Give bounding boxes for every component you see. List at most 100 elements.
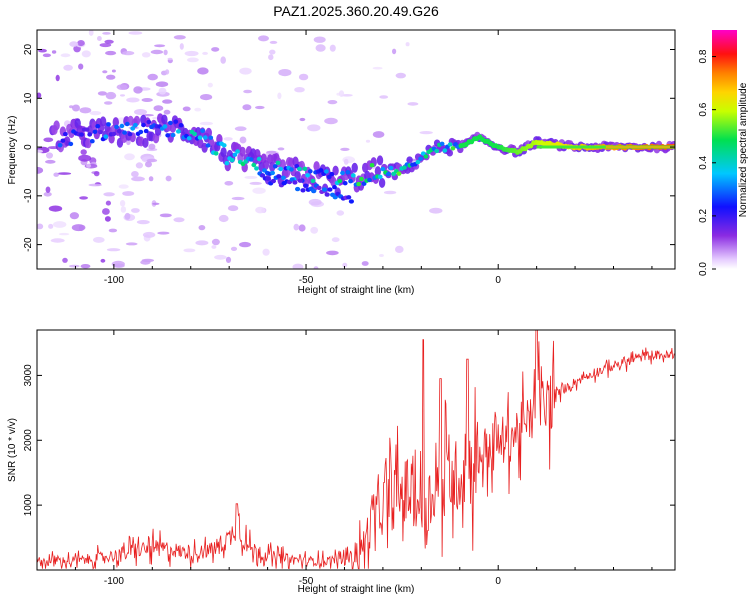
spectrogram-ylabel: Frequency (Hz) (7, 116, 18, 185)
spectrogram-noise-blob (211, 245, 217, 249)
spectrogram-branch-blob (324, 192, 330, 197)
spectrogram-noise-blob (225, 256, 232, 263)
spectrogram-noise-blob (71, 224, 86, 232)
spectrogram-noise-blob (77, 40, 85, 47)
spectrogram-noise-blob (326, 250, 339, 256)
spectrogram-noise-blob (140, 260, 151, 265)
spectrogram-ridge-core (68, 141, 74, 147)
spectrogram-x-ticks: -100 -50 0 (36, 30, 653, 286)
spectrogram-ridge-halo (374, 166, 382, 177)
spectrogram-noise-blob (37, 149, 43, 154)
spectrogram-ridge-core (127, 131, 133, 137)
spectrogram-noise-blob (147, 73, 158, 81)
spectrogram-noise-blob (365, 139, 371, 143)
spectrogram-branch-blob (276, 174, 282, 179)
spectrogram-branch-blob (311, 188, 317, 194)
spectrogram-ridge-core (324, 169, 329, 174)
spectrogram-ridge-core (122, 130, 127, 135)
snr-xlabel: Height of straight line (km) (298, 584, 415, 595)
spectrogram-noise-blob (340, 147, 350, 151)
spectrogram-noise-blob (104, 39, 114, 44)
spectrogram-noise-blob (218, 214, 229, 223)
spectrogram-noise-blob (372, 131, 385, 138)
spectrogram-ridge-core (205, 143, 211, 148)
chart-title: PAZ1.2025.360.20.49.G26 (273, 3, 439, 19)
spectrogram-noise-blob (200, 94, 213, 101)
spectrogram-noise-blob (111, 69, 116, 73)
spectrogram-noise-blob (116, 84, 128, 90)
spectrogram-ridge-core (281, 175, 286, 180)
spectrogram-branch-blob (303, 183, 309, 188)
spectrogram-ridge-core (302, 166, 308, 171)
spectrogram-noise-blob (310, 226, 319, 234)
y-tick-label: -10 (23, 188, 34, 203)
spectrogram-noise-blob (255, 206, 266, 214)
spectrogram-ridge-core (318, 168, 324, 173)
spectrogram-noise-blob (243, 89, 253, 94)
spectrogram-ridge-core (111, 131, 117, 137)
spectrogram-ridge-core (95, 124, 101, 129)
spectrogram-noise-blob (336, 210, 345, 216)
spectrogram-branch-blob (297, 178, 303, 183)
spectrogram-ridge-core (63, 131, 68, 137)
spectrogram-ridge-core (57, 143, 63, 148)
colorbar-tick-label: 0.8 (698, 49, 709, 63)
spectrogram-noise-blob (37, 92, 42, 99)
spectrogram-noise-blob (152, 202, 160, 205)
spectrogram-noise-blob (106, 248, 121, 252)
spectrogram-ridge-halo (262, 160, 270, 170)
spectrogram-ridge-core (439, 141, 445, 146)
colorbar-tick-label: 0.0 (698, 262, 709, 276)
spectrogram-noise-blob (299, 117, 306, 122)
spectrogram-noise-blob (159, 213, 172, 218)
spectrogram-noise-blob (79, 196, 88, 200)
spectrogram-ridge-core (87, 132, 93, 137)
spectrogram-noise-blob (142, 231, 156, 238)
spectrogram-ridge-core (248, 157, 254, 162)
spectrogram-noise-blob (227, 205, 239, 212)
spectrogram-noise-blob (124, 153, 135, 161)
spectrogram-ridge-core (103, 134, 109, 139)
spectrogram-noise-blob (146, 158, 158, 163)
spectrogram-noise-blob (392, 48, 397, 55)
colorbar-gradient (712, 30, 737, 269)
spectrogram-ridge-halo (53, 120, 60, 131)
spectrogram-noise-blob (102, 70, 108, 74)
spectrogram-noise-blob (313, 36, 326, 43)
spectrogram-branch-blob (265, 176, 271, 181)
spectrogram-noise-blob (104, 101, 113, 105)
spectrogram-noise-blob (125, 242, 138, 246)
spectrogram-noise-blob (60, 53, 71, 58)
spectrogram-ridge-core (402, 165, 407, 170)
spectrogram-ridge-core (272, 164, 278, 169)
spectrogram-noise-blob (80, 149, 87, 155)
x-tick-label: 0 (495, 275, 501, 286)
spectrogram-noise-blob (277, 147, 285, 151)
spectrogram-ridge-core (310, 178, 316, 184)
spectrogram-noise-blob (48, 223, 54, 229)
spectrogram-ridge-core (289, 167, 294, 172)
x-tick-label: -50 (299, 576, 314, 587)
spectrogram-noise-blob (249, 181, 262, 185)
spectrogram-noise-blob (165, 69, 170, 75)
spectrogram-noise-blob (162, 99, 173, 104)
spectrogram-ridge-core (138, 129, 144, 135)
spectrogram-noise-blob (145, 161, 152, 168)
spectrogram-ridge-core (173, 119, 179, 124)
spectrogram-ridge-halo (378, 177, 386, 188)
spectrogram-noise-blob (220, 56, 226, 64)
x-tick-label: -100 (104, 275, 124, 286)
spectrogram-ridge-core (208, 135, 214, 140)
x-tick-label: 0 (495, 576, 501, 587)
spectrogram-noise-blob (97, 91, 107, 96)
spectrogram-noise-blob (254, 105, 265, 110)
spectrogram-ridge-core (229, 157, 235, 163)
spectrogram-ridge-core (380, 166, 386, 172)
spectrogram-y-ticks: -20 -10 0 10 20 (23, 44, 675, 252)
spectrogram-ridge-core (178, 123, 184, 128)
spectrogram-ridge-halo (446, 149, 453, 157)
spectrogram-noise-blob (269, 40, 278, 44)
spectrogram-noise-blob (79, 107, 92, 114)
spectrogram-noise-blob (395, 72, 406, 79)
snr-ylabel: SNR (10 * v/v) (7, 418, 18, 482)
